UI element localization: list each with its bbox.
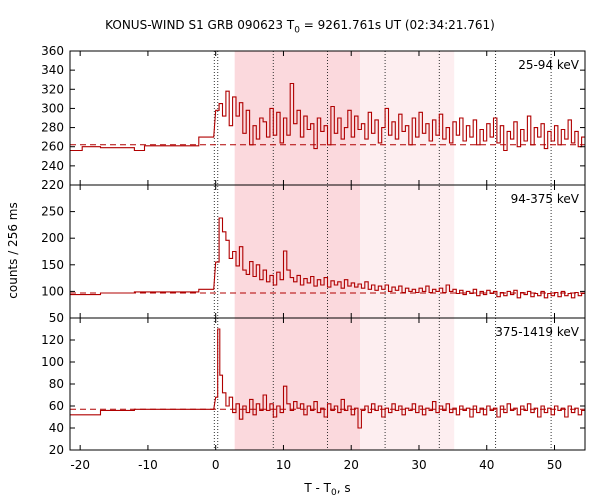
panel-energy-label: 94-375 keV [511,192,580,206]
y-tick-label: 150 [41,258,64,272]
x-tick-label: 10 [276,458,291,472]
x-tick-label: 50 [547,458,562,472]
x-tick-label: 40 [479,458,494,472]
y-tick-label: 200 [41,231,64,245]
light-curve-series [70,217,585,299]
x-tick-label: -10 [138,458,158,472]
chart-title: KONUS-WIND S1 GRB 090623 T0 = 9261.761s … [0,18,600,35]
y-tick-label: 20 [49,443,64,457]
y-tick-label: 80 [49,377,64,391]
panel-energy-label: 25-94 keV [518,58,580,72]
y-tick-label: 260 [41,140,64,154]
chart-title-prefix: KONUS-WIND S1 GRB 090623 T [105,18,295,32]
y-tick-label: 250 [41,205,64,219]
shaded-intervals [234,51,455,450]
y-tick-label: 100 [41,355,64,369]
step-curves [70,82,585,429]
y-tick-label: 300 [41,101,64,115]
y-axis-label: counts / 256 ms [6,202,20,298]
x-tick-label: 20 [344,458,359,472]
y-tick-label: 220 [41,178,64,192]
x-tick-label: 30 [411,458,426,472]
panel-energy-label: 375-1419 keV [495,325,579,339]
y-tick-label: 50 [49,311,64,325]
y-tick-label: 40 [49,421,64,435]
x-axis-label-main: T - T [303,481,331,495]
x-axis-label: T - T0, s [303,481,350,498]
y-tick-label: 100 [41,284,64,298]
y-tick-label: 340 [41,63,64,77]
light-curve-series [70,328,585,429]
y-tick-label: 240 [41,159,64,173]
chart-title-suffix: = 9261.761s UT (02:34:21.761) [299,18,495,32]
y-tick-label: 320 [41,82,64,96]
x-tick-label: -20 [70,458,90,472]
y-tick-label: 60 [49,399,64,413]
y-tick-label: 360 [41,44,64,58]
shaded-interval-1 [360,51,455,450]
x-axis-label-subscript: 0 [331,488,337,498]
y-tick-label: 280 [41,121,64,135]
x-tick-label: 0 [212,458,220,472]
y-tick-label: 120 [41,333,64,347]
x-axis-label-suffix: , s [337,481,351,495]
axes [69,50,586,451]
chart-title-subscript: 0 [294,25,300,36]
light-curve-series [70,82,585,152]
